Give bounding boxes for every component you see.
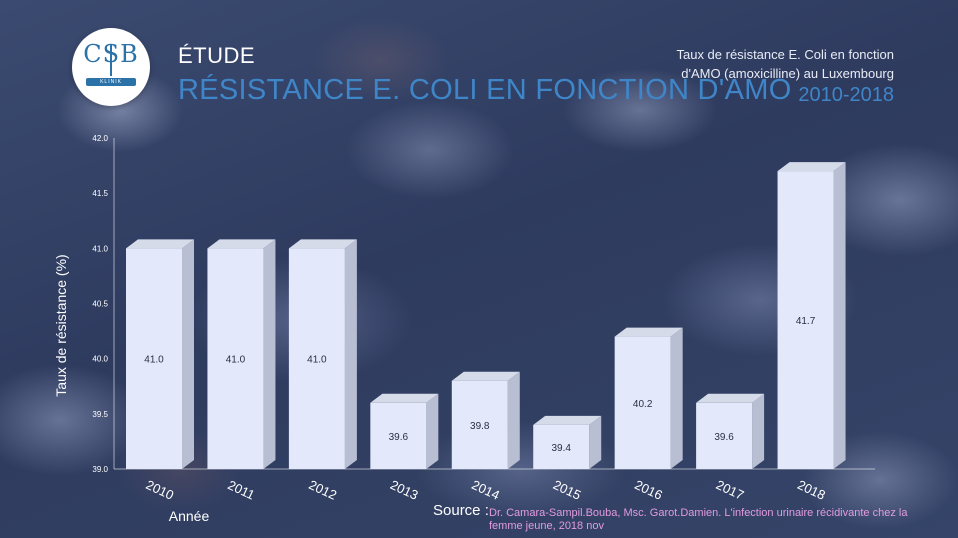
bar-side	[182, 239, 194, 469]
bar-top	[207, 239, 276, 249]
bar	[126, 248, 182, 469]
x-tick-label: 2013	[388, 477, 421, 503]
bar-value-label: 39.6	[714, 432, 734, 443]
bar	[696, 402, 753, 469]
x-tick-label: 2018	[795, 477, 828, 503]
logo-letters: CSB	[83, 40, 139, 68]
logo-band-text: KLINIK	[100, 79, 122, 85]
x-tick-label: 2016	[632, 477, 665, 503]
y-tick-label: 39.0	[92, 465, 108, 474]
bar	[614, 336, 671, 469]
bar-side	[589, 415, 602, 469]
bar	[533, 424, 590, 469]
bar-value-label: 39.6	[389, 432, 409, 443]
bar-side	[752, 393, 765, 469]
bar-side	[426, 393, 439, 469]
x-tick-label: 2017	[714, 477, 747, 503]
bar-top	[126, 239, 194, 249]
chart-description: Taux de résistance E. Coli en fonction d…	[676, 47, 894, 81]
bar-side	[263, 239, 276, 469]
bar-side	[344, 239, 357, 469]
bar-top	[533, 415, 602, 425]
bar-top	[370, 393, 439, 403]
bar-value-label: 41.0	[307, 355, 327, 366]
y-tick-label: 42.0	[92, 134, 108, 143]
bar-value-label: 41.0	[226, 355, 246, 366]
bar-value-label: 41.0	[144, 355, 164, 366]
bar-value-label: 39.4	[551, 443, 571, 454]
x-tick-label: 2010	[144, 477, 177, 503]
bar	[288, 248, 345, 469]
page-title: RÉSISTANCE E. COLI EN FONCTION D'AMO	[178, 74, 792, 106]
bar	[451, 380, 508, 469]
bar-side	[507, 371, 520, 469]
bar-top	[288, 239, 357, 249]
x-tick-label: 2012	[307, 477, 340, 503]
bar-side	[833, 162, 846, 469]
source-label: Source :	[433, 502, 489, 519]
bar-top	[451, 371, 520, 381]
bar	[370, 402, 427, 469]
x-tick-label: 2014	[469, 477, 502, 503]
x-axis-title: Année	[169, 508, 210, 524]
bar-value-label: 40.2	[633, 399, 653, 410]
bar-top	[696, 393, 765, 403]
x-tick-label: 2015	[551, 477, 584, 503]
bar-side	[670, 327, 683, 469]
bar-top	[777, 162, 846, 172]
logo-band: KLINIK	[86, 78, 136, 86]
period-label: 2010-2018	[798, 84, 894, 106]
bar-value-label: 41.7	[796, 316, 816, 327]
y-tick-label: 41.5	[92, 189, 108, 198]
y-tick-label: 39.5	[92, 410, 108, 419]
bar-value-label: 39.8	[470, 421, 490, 432]
bar-top	[614, 327, 683, 337]
bar	[777, 171, 834, 469]
y-axis-title: Taux de résistance (%)	[53, 254, 69, 396]
bar	[207, 248, 264, 469]
caduceus-icon	[110, 44, 112, 76]
y-tick-label: 40.0	[92, 355, 108, 364]
y-tick-label: 41.0	[92, 244, 108, 253]
section-kicker: ÉTUDE	[178, 43, 256, 68]
x-tick-label: 2011	[226, 477, 258, 502]
clinic-logo: CSB KLINIK	[72, 28, 150, 106]
y-tick-label: 40.5	[92, 300, 108, 309]
source-reference: Dr. Camara-Sampil.Bouba, Msc. Garot.Dami…	[489, 507, 908, 532]
